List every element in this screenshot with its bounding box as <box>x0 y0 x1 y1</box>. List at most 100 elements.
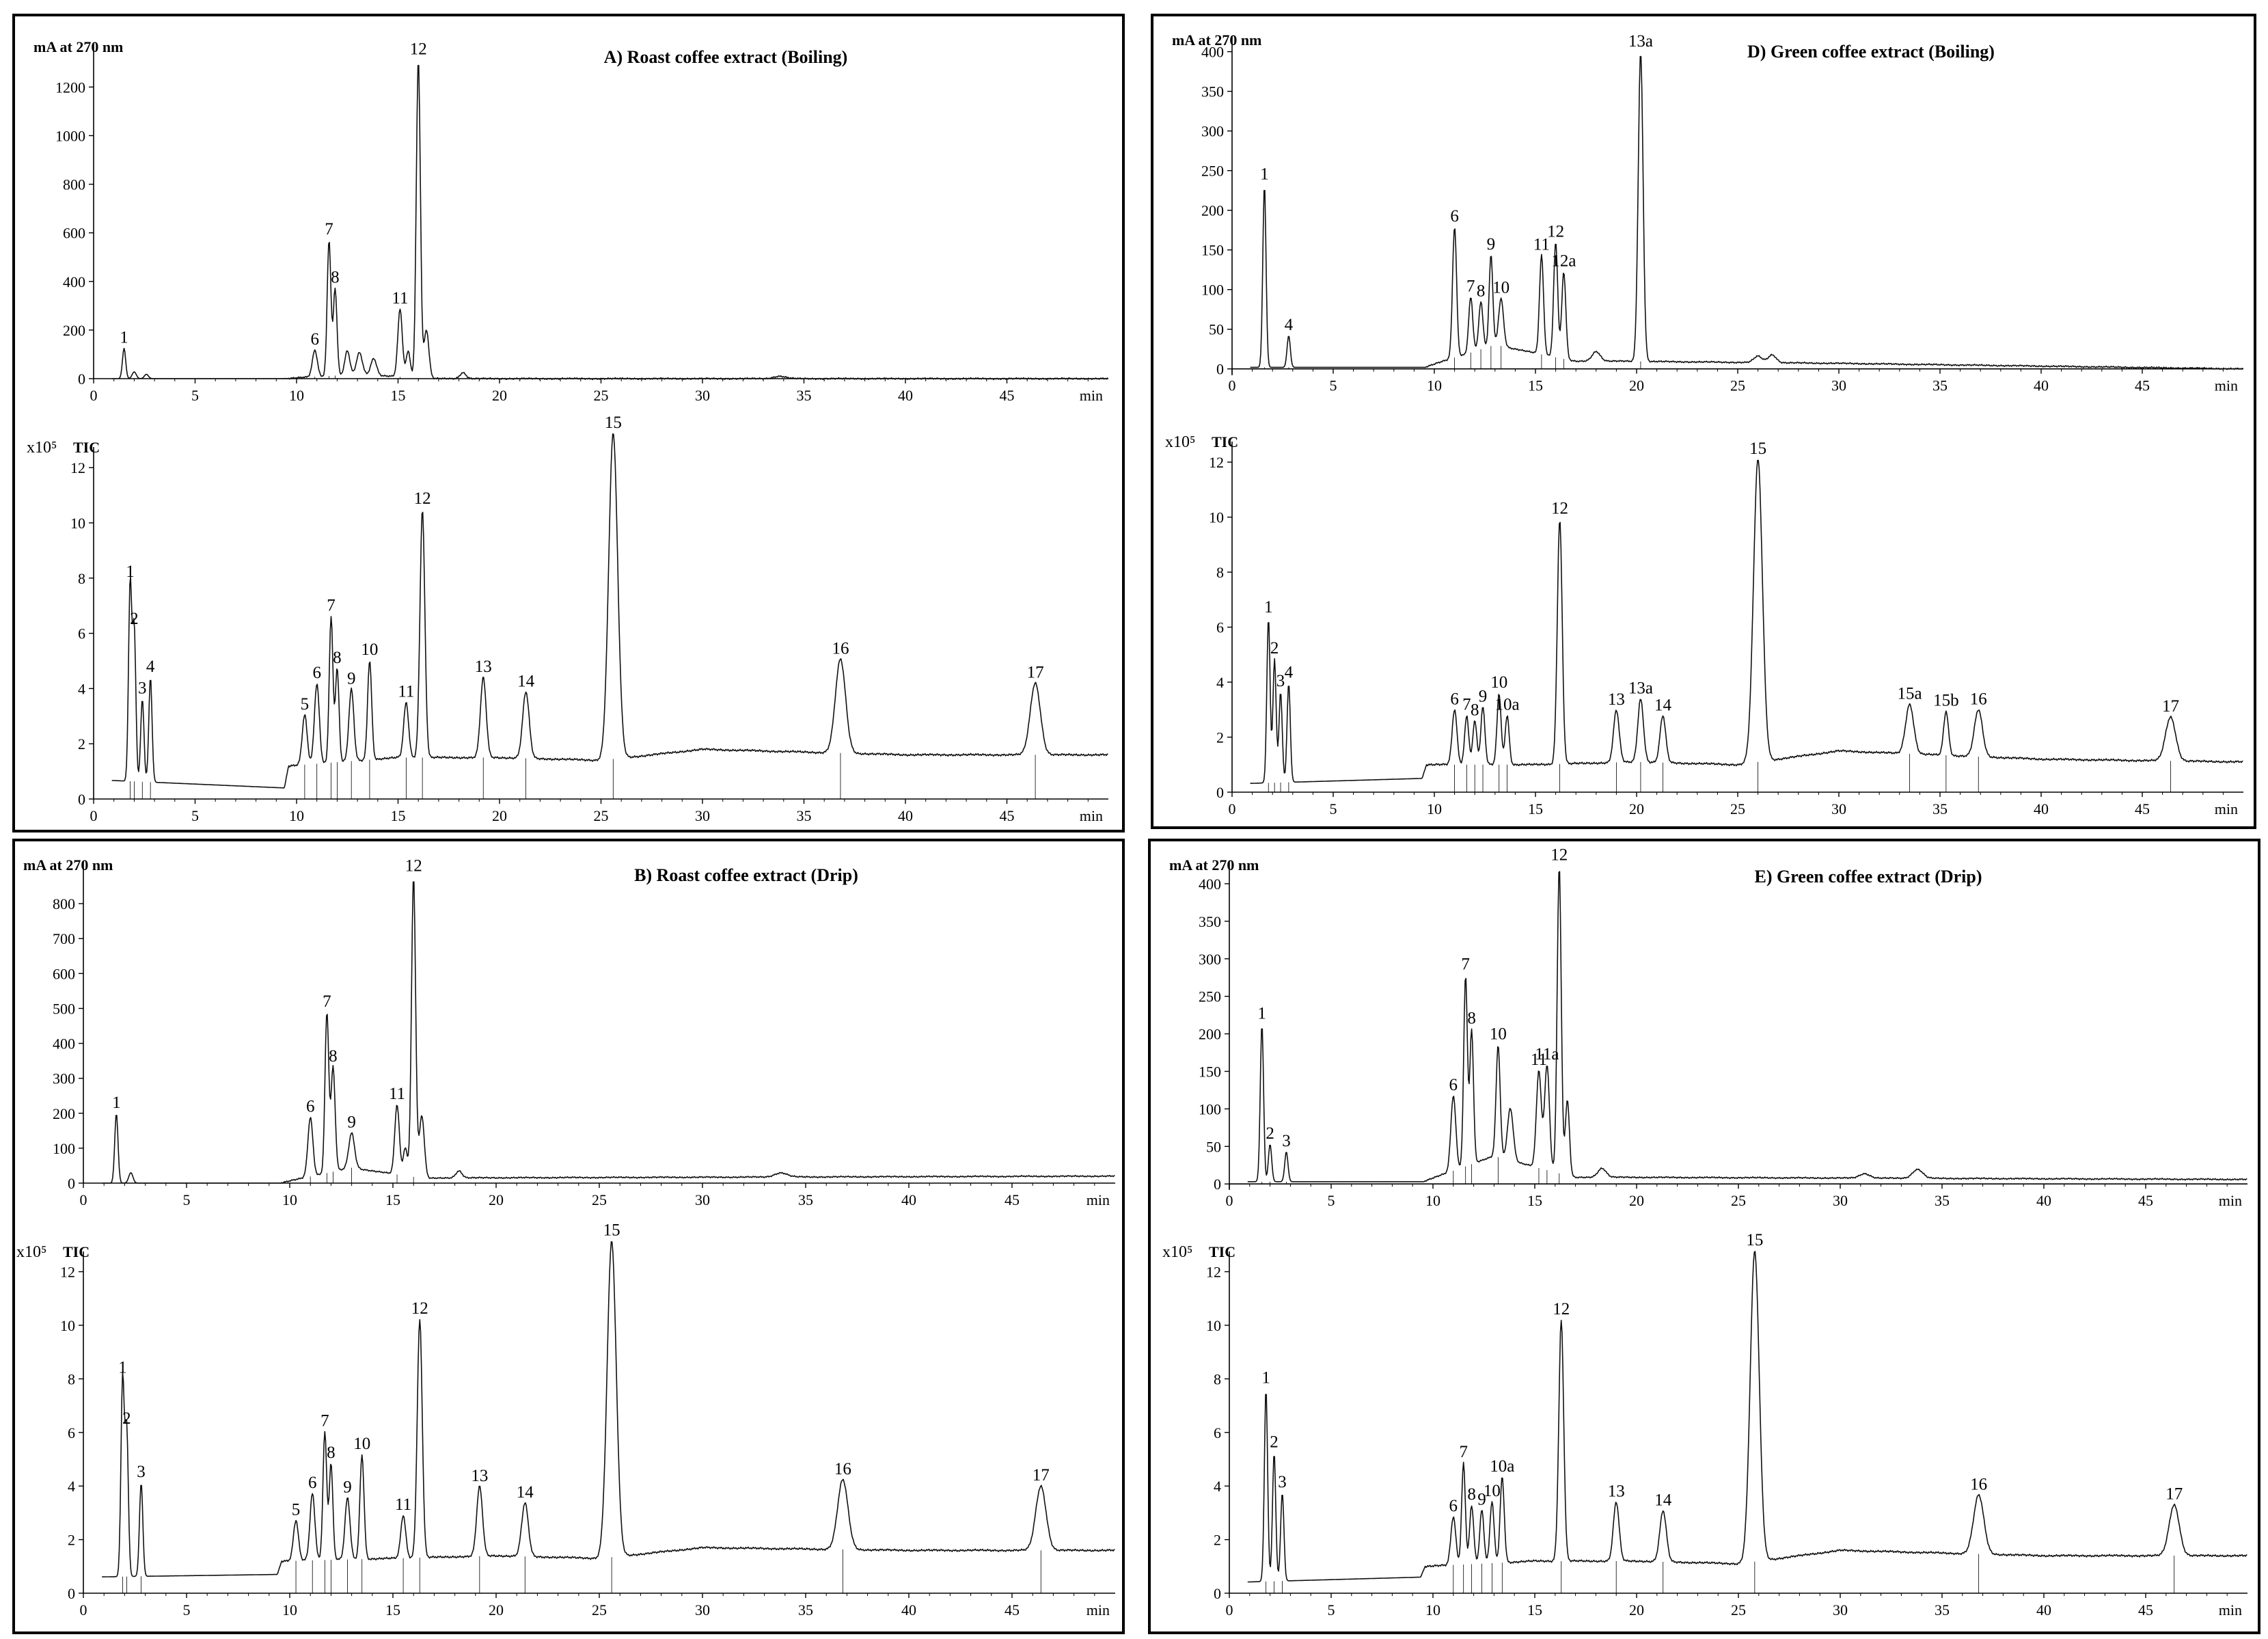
tic-y-axis-label: TIC <box>73 439 100 456</box>
tic-peak-label-2: 2 <box>130 610 139 628</box>
chart-svg-a: A) Roast coffee extract (Boiling)0200400… <box>27 38 1108 824</box>
uv-y-tick-label: 100 <box>1199 1100 1221 1118</box>
tic-y-tick-label: 12 <box>1206 1264 1221 1281</box>
tic-y-axis-label: TIC <box>1212 433 1238 450</box>
tic-peak-label-9: 9 <box>347 670 356 688</box>
tic-x-tick-label: 25 <box>592 1601 607 1618</box>
uv-x-tick-label: 35 <box>1932 377 1948 394</box>
uv-peak-label-10: 10 <box>1490 1025 1507 1043</box>
uv-y-tick-label: 200 <box>1199 1026 1221 1043</box>
tic-y-tick-label: 6 <box>1214 1424 1221 1441</box>
uv-y-tick-label: 200 <box>53 1105 75 1122</box>
uv-x-tick-label: 10 <box>289 387 304 404</box>
uv-y-axis-label: mA at 270 nm <box>23 856 113 873</box>
uv-x-tick-label: 40 <box>898 387 913 404</box>
uv-x-tick-label: 30 <box>695 387 710 404</box>
tic-x-tick-label: 35 <box>1935 1601 1950 1618</box>
uv-x-tick-label: 0 <box>1226 1192 1233 1209</box>
uv-x-tick-label: 30 <box>1831 377 1846 394</box>
tic-peak-label-1: 1 <box>126 563 135 581</box>
tic-y-tick-label: 8 <box>78 570 85 587</box>
tic-y-tick-label: 4 <box>1214 1478 1221 1495</box>
tic-x-tick-label: 10 <box>1425 1601 1440 1618</box>
tic-x-tick-label: 25 <box>1730 800 1745 817</box>
tic-y-tick-label: 6 <box>78 625 85 642</box>
tic-y-tick-label: 6 <box>1216 619 1224 636</box>
uv-x-tick-label: 20 <box>492 387 507 404</box>
tic-peak-label-3: 3 <box>137 1463 146 1481</box>
tic-y-tick-label: 4 <box>68 1478 75 1495</box>
uv-peak-label-9: 9 <box>347 1113 355 1131</box>
uv-x-tick-label: 35 <box>798 1191 813 1208</box>
uv-peak-label-1: 1 <box>112 1094 121 1112</box>
uv-y-tick-label: 800 <box>63 176 85 193</box>
uv-peak-label-7: 7 <box>1466 277 1475 295</box>
tic-peak-label-3: 3 <box>1276 672 1285 690</box>
tic-y-tick-label: 4 <box>78 680 85 697</box>
tic-peak-label-3: 3 <box>1278 1473 1287 1491</box>
tic-peak-label-12: 12 <box>411 1299 428 1318</box>
tic-peak-label-13: 13 <box>1608 1482 1625 1501</box>
tic-y-tick-label: 8 <box>1214 1370 1221 1387</box>
tic-x-tick-label: 25 <box>594 807 609 824</box>
uv-peak-label-8: 8 <box>331 269 340 287</box>
uv-x-tick-label: 40 <box>2034 377 2049 394</box>
tic-peak-label-11: 11 <box>398 683 414 701</box>
tic-x-tick-label: 5 <box>1328 1601 1335 1618</box>
uv-y-axis-label: mA at 270 nm <box>1172 31 1261 49</box>
uv-peak-label-1: 1 <box>120 329 128 347</box>
tic-peak-label-5: 5 <box>292 1501 301 1519</box>
uv-x-tick-label: 45 <box>2138 1192 2153 1209</box>
tic-x-axis-label: min <box>2219 1601 2242 1618</box>
uv-y-tick-label: 400 <box>53 1035 75 1053</box>
tic-peak-label-13a: 13a <box>1628 679 1653 697</box>
tic-x-tick-label: 0 <box>1226 1601 1233 1618</box>
uv-x-tick-label: 0 <box>90 387 98 404</box>
uv-peak-label-12: 12 <box>1547 223 1564 241</box>
tic-peak-label-1: 1 <box>1261 1369 1270 1387</box>
tic-trace-line <box>1247 1251 2247 1583</box>
uv-peak-label-6: 6 <box>306 1097 315 1115</box>
uv-y-tick-label: 500 <box>53 1000 75 1017</box>
tic-peak-label-14: 14 <box>1654 1491 1672 1509</box>
uv-y-tick-label: 150 <box>1199 1063 1221 1080</box>
tic-peak-label-6: 6 <box>1450 690 1459 708</box>
uv-peak-label-7: 7 <box>325 220 333 239</box>
tic-peak-label-7: 7 <box>1462 695 1471 714</box>
uv-x-axis-label: min <box>2215 377 2238 394</box>
panel-d-green-boiling: D) Green coffee extract (Boiling) 0 50 100 1… <box>1151 14 2256 829</box>
uv-y-axis-label: mA at 270 nm <box>33 38 123 55</box>
tic-y-tick-label: 0 <box>78 791 85 808</box>
tic-scale-label: x10⁵ <box>1165 433 1195 451</box>
tic-y-tick-label: 12 <box>1209 454 1224 471</box>
tic-y-tick-label: 10 <box>1209 509 1224 526</box>
uv-y-tick-label: 200 <box>1201 202 1224 219</box>
tic-peak-label-12: 12 <box>414 489 431 508</box>
tic-peak-label-11: 11 <box>395 1495 411 1514</box>
uv-x-tick-label: 35 <box>1935 1192 1950 1209</box>
uv-x-tick-label: 20 <box>1629 1192 1644 1209</box>
uv-peak-label-6: 6 <box>310 330 319 349</box>
uv-peak-label-8: 8 <box>1467 1010 1476 1028</box>
uv-peak-label-4: 4 <box>1285 316 1294 334</box>
tic-peak-label-14: 14 <box>1654 696 1672 714</box>
uv-peak-label-3: 3 <box>1282 1132 1291 1150</box>
tic-peak-label-9: 9 <box>1477 1490 1486 1508</box>
tic-x-tick-label: 45 <box>2135 800 2150 817</box>
tic-y-tick-label: 8 <box>68 1370 75 1387</box>
uv-x-tick-label: 5 <box>183 1191 191 1208</box>
tic-scale-label: x10⁵ <box>1162 1243 1192 1261</box>
chart-svg-e: E) Green coffee extract (Drip)0501001502… <box>1162 845 2247 1618</box>
uv-x-tick-label: 5 <box>1328 1192 1335 1209</box>
tic-x-tick-label: 10 <box>1427 800 1442 817</box>
tic-x-tick-label: 40 <box>2036 1601 2051 1618</box>
chart-title: B) Roast coffee extract (Drip) <box>634 865 858 885</box>
tic-y-tick-label: 12 <box>60 1264 75 1281</box>
tic-y-tick-label: 6 <box>68 1424 75 1441</box>
uv-y-tick-label: 250 <box>1199 988 1221 1005</box>
uv-y-tick-label: 50 <box>1209 321 1224 338</box>
tic-x-tick-label: 0 <box>80 1601 87 1618</box>
tic-y-axis-label: TIC <box>1209 1243 1235 1260</box>
